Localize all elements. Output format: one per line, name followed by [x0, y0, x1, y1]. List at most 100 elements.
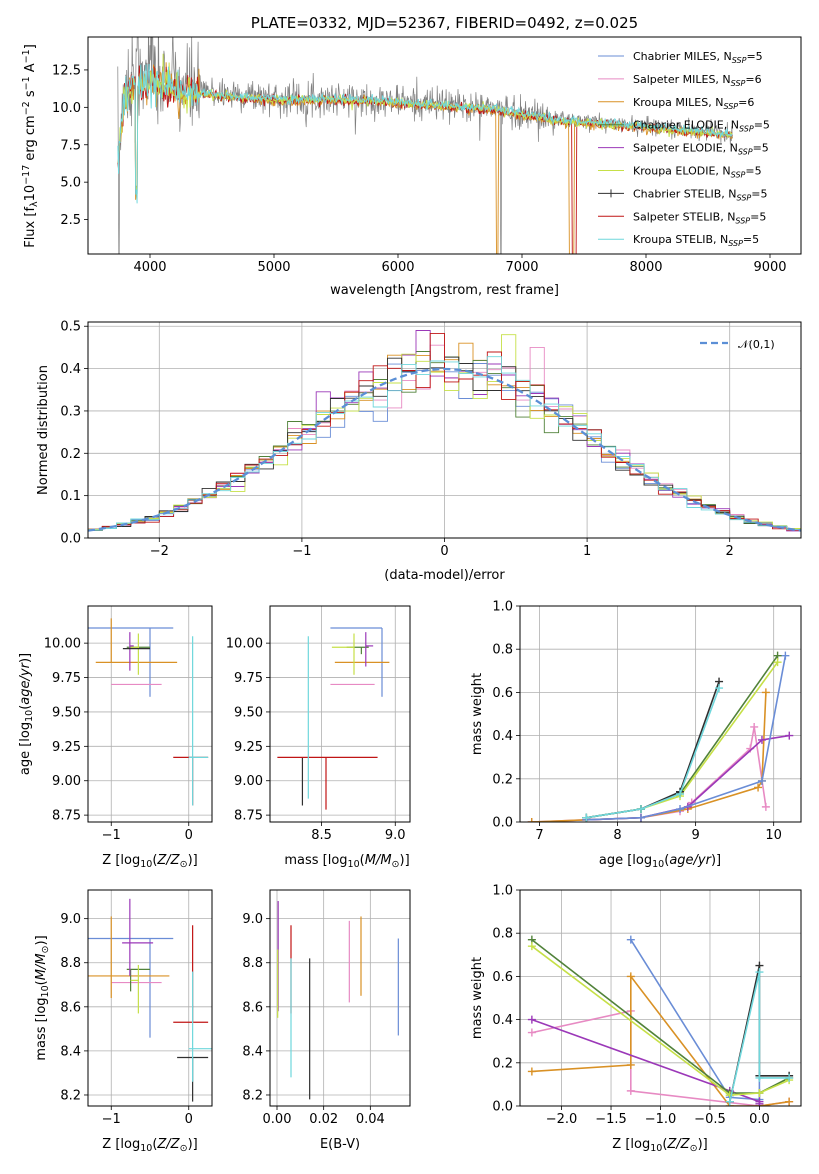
y-axis-label: Flux [fλ10−17 erg cm−2 s−1 A−1]	[21, 44, 40, 248]
plus-marker	[626, 1086, 635, 1095]
y-tick-label: 9.25	[52, 740, 81, 755]
x-axis-label: Z [log10(Z/Z⊙)]	[102, 1137, 197, 1154]
x-tick-label: 0	[185, 1112, 193, 1127]
y-tick-label: 0.2	[492, 1056, 513, 1071]
spectrum-frame	[87, 36, 802, 255]
y-tick-label: 10.0	[52, 101, 81, 116]
x-tick-label: 7000	[505, 260, 538, 275]
plus-marker	[626, 972, 635, 981]
y-tick-label: 9.75	[234, 671, 263, 686]
x-axis-label: wavelength [Angstrom, rest frame]	[330, 283, 559, 298]
plus-marker	[755, 1089, 764, 1098]
plus-marker	[754, 783, 763, 792]
x-tick-label: 0	[440, 544, 448, 559]
age_vs_z-frame	[87, 605, 213, 823]
x-tick-label: 5000	[257, 260, 290, 275]
weight-series	[630, 939, 761, 1101]
x-tick-label: −1.0	[645, 1112, 677, 1127]
plus-marker	[636, 805, 645, 814]
x-axis-label: Z [log10(Z/Z⊙)]	[612, 1137, 707, 1154]
plus-marker	[582, 813, 591, 822]
plus-marker	[785, 731, 794, 740]
residuals-axes: −2 −1 0 1 2 0.0 0.1 0.2 0.3 0.4 0.5	[60, 320, 801, 559]
x-tick-label: −1.5	[595, 1112, 627, 1127]
x-tick-label: −0.5	[694, 1112, 726, 1127]
y-tick-label: 0.0	[60, 532, 81, 547]
weight-series	[586, 687, 720, 819]
x-axis-label: E(B-V)	[320, 1137, 360, 1152]
x-tick-label: 6000	[381, 260, 414, 275]
y-tick-label: 8.6	[242, 1000, 263, 1015]
normal-curve	[88, 367, 801, 532]
x-tick-label: −2	[150, 544, 169, 559]
weight-series	[729, 971, 790, 1102]
plus-marker	[750, 722, 759, 731]
y-axis-label: mass weight	[470, 957, 485, 1039]
legend-entry: Salpeter STELIB, NSSP=5	[633, 210, 766, 225]
y-tick-label: 9.00	[234, 774, 263, 789]
y-tick-label: 10.00	[226, 637, 263, 652]
x-tick-label: 2	[726, 544, 734, 559]
plus-marker	[527, 1067, 536, 1076]
age_vs_mass-plot	[277, 627, 390, 810]
y-tick-label: 8.4	[242, 1044, 263, 1059]
y-tick-label: 8.75	[234, 809, 263, 824]
y-tick-label: 0.4	[60, 362, 81, 377]
y-tick-label: 8.2	[242, 1088, 263, 1103]
plus-marker	[527, 942, 536, 951]
plus-marker	[785, 1073, 794, 1082]
weight-series	[531, 726, 767, 822]
mass_vs_ebv-plot	[277, 901, 399, 1100]
plus-marker	[527, 1015, 536, 1024]
x-tick-label: 1	[583, 544, 591, 559]
y-axis-label: age [log10(age/yr)]	[18, 653, 35, 775]
weight_vs_age-plot	[527, 651, 794, 822]
y-axis-label: mass [log10(M/M⊙)]	[34, 935, 51, 1060]
mass_vs_z-frame	[87, 889, 213, 1107]
weight-series	[531, 692, 767, 822]
plus-marker	[755, 1099, 764, 1106]
legend-entry: Salpeter MILES, NSSP=6	[633, 73, 762, 88]
x-tick-label: −1	[102, 828, 121, 843]
x-axis-label: Z [log10(Z/Z⊙)]	[102, 853, 197, 870]
x-tick-label: 4000	[133, 260, 166, 275]
x-tick-label: 0.02	[309, 1112, 338, 1127]
y-tick-label: 8.75	[52, 809, 81, 824]
y-tick-label: 0.5	[60, 320, 81, 335]
plus-marker	[761, 802, 770, 811]
y-tick-label: 8.2	[60, 1088, 81, 1103]
age_vs_mass-axes: 8.5 9.0 8.75 9.00 9.25 9.50 9.75 10.00	[226, 606, 410, 843]
plus-marker	[725, 1097, 734, 1106]
spectrum-plot	[117, 37, 734, 254]
plus-marker	[757, 735, 766, 744]
plus-marker	[715, 684, 724, 693]
y-tick-label: 8.8	[242, 956, 263, 971]
y-tick-label: 9.0	[60, 912, 81, 927]
legend-entry: Salpeter ELODIE, NSSP=5	[633, 142, 769, 157]
plus-marker	[755, 968, 764, 977]
y-tick-label: 9.75	[52, 671, 81, 686]
plus-marker	[773, 658, 782, 667]
plus-marker	[781, 651, 790, 660]
y-tick-label: 8.4	[60, 1044, 81, 1059]
y-tick-label: 0.6	[492, 686, 513, 701]
legend-entry: 𝒩(0,1)	[738, 338, 775, 351]
plus-marker	[636, 813, 645, 822]
y-tick-label: 0.2	[60, 447, 81, 462]
y-tick-label: 0.4	[492, 729, 513, 744]
weight-series	[531, 945, 790, 1097]
weight_vs_z-axes: −2.0 −1.5 −1.0 −0.5 0.0 0.0 0.2 0.4 0.6 0.8 1.0	[492, 884, 801, 1127]
x-tick-label: 0	[185, 828, 193, 843]
y-axis-label: Normed distribution	[36, 365, 51, 495]
age_vs_z-plot	[88, 618, 209, 806]
y-tick-label: 0.8	[492, 643, 513, 658]
y-axis-label: mass weight	[470, 673, 485, 755]
y-tick-label: 2.5	[60, 213, 81, 228]
weight_vs_age-frame	[519, 605, 802, 823]
x-tick-label: 0.04	[356, 1112, 385, 1127]
age_vs_z-axes: −1 0 8.75 9.00 9.25 9.50 9.75 10.00	[44, 606, 212, 843]
y-tick-label: 9.00	[52, 774, 81, 789]
y-tick-label: 8.8	[60, 956, 81, 971]
weight-series	[531, 939, 790, 1094]
model-spectrum	[117, 63, 733, 204]
